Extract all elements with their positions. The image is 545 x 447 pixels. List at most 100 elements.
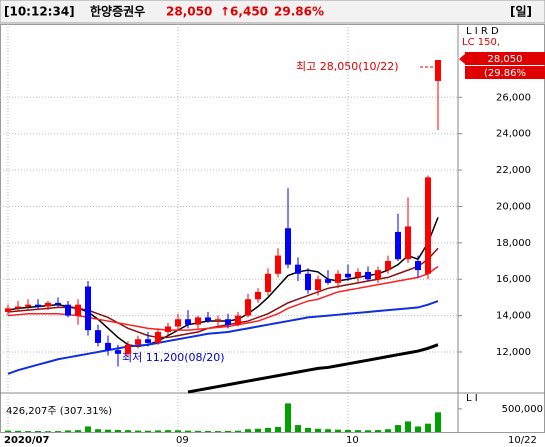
candle-body bbox=[335, 273, 341, 283]
y-tick-label: 14,000 bbox=[496, 311, 531, 322]
volume-bar bbox=[225, 430, 231, 432]
stock-name: 한양증권우 bbox=[90, 4, 145, 19]
volume-bar bbox=[145, 430, 151, 432]
candle-body bbox=[405, 226, 411, 260]
candle-body bbox=[205, 317, 211, 322]
volume-bar bbox=[275, 426, 281, 432]
high-annotation: 최고 28,050(10/22) bbox=[296, 60, 399, 73]
candle-body bbox=[125, 344, 131, 354]
ma-line bbox=[187, 343, 439, 394]
candle-body bbox=[145, 339, 151, 343]
candle-body bbox=[395, 231, 401, 260]
volume-bar bbox=[385, 429, 391, 432]
volume-bar bbox=[235, 430, 241, 432]
candle-body bbox=[365, 271, 371, 280]
candle-body bbox=[15, 306, 21, 309]
candle-body bbox=[45, 302, 51, 307]
volume-bar bbox=[15, 430, 21, 432]
candle-body bbox=[295, 264, 301, 274]
volume-bar bbox=[315, 428, 321, 432]
header-bar bbox=[0, 0, 545, 24]
volume-bar bbox=[435, 412, 441, 432]
volume-bar bbox=[5, 430, 11, 432]
candle-body bbox=[175, 319, 181, 327]
y-tick-label: 12,000 bbox=[496, 347, 531, 358]
candle-body bbox=[195, 317, 201, 325]
volume-bar bbox=[415, 426, 421, 432]
candle-body bbox=[355, 271, 361, 278]
volume-bar bbox=[65, 430, 71, 432]
volume-bar bbox=[105, 429, 111, 432]
volume-bar bbox=[355, 430, 361, 432]
volume-bar bbox=[185, 430, 191, 432]
frame bbox=[0, 24, 545, 433]
volume-bar bbox=[405, 421, 411, 432]
candle-body bbox=[5, 308, 11, 312]
ma-line bbox=[7, 300, 439, 375]
candle-body bbox=[185, 319, 191, 325]
volume-bar bbox=[255, 428, 261, 432]
volume-bar bbox=[215, 431, 221, 432]
volume-bar bbox=[345, 429, 351, 432]
x-tick-label: 10 bbox=[346, 435, 359, 446]
time: [10:12:34] bbox=[4, 5, 75, 19]
period[interactable]: [일] bbox=[510, 5, 532, 19]
low-annotation: 최저 11,200(08/20) bbox=[122, 351, 225, 364]
y-tick-label: 24,000 bbox=[496, 129, 531, 140]
volume-bar bbox=[165, 430, 171, 432]
volume-bar bbox=[285, 403, 291, 432]
volume-bar bbox=[125, 430, 131, 432]
candle-body bbox=[115, 350, 121, 354]
volume-bar bbox=[155, 430, 161, 432]
candle-body bbox=[55, 302, 61, 305]
volume-bar bbox=[205, 430, 211, 432]
volume-bar bbox=[365, 430, 371, 432]
candle-body bbox=[135, 339, 141, 345]
y-tick-label: 18,000 bbox=[496, 238, 531, 249]
candle-body bbox=[385, 261, 391, 271]
price-pointer bbox=[459, 54, 465, 64]
x-tick-label: 2020/07 bbox=[4, 435, 49, 446]
candle-body bbox=[435, 60, 441, 81]
candle-body bbox=[325, 279, 331, 283]
volume-bar bbox=[35, 430, 41, 432]
candle-body bbox=[245, 299, 251, 316]
x-tick-label: 09 bbox=[176, 435, 189, 446]
candle-body bbox=[95, 330, 101, 343]
candle-body bbox=[285, 228, 291, 265]
candle-body bbox=[225, 319, 231, 325]
candle-body bbox=[315, 279, 321, 291]
volume-bar bbox=[325, 429, 331, 432]
candle-body bbox=[255, 291, 261, 300]
candle-body bbox=[235, 315, 241, 325]
change: ↑6,450 bbox=[220, 5, 268, 19]
volume-bar bbox=[195, 430, 201, 432]
volume-bar bbox=[335, 429, 341, 432]
candle-body bbox=[25, 304, 31, 307]
volume-bar bbox=[135, 430, 141, 432]
axis-flags: L I R D bbox=[466, 26, 499, 37]
volume-bar bbox=[55, 431, 61, 432]
volume-bar bbox=[265, 427, 271, 432]
candle-body bbox=[75, 304, 81, 316]
volume-bar bbox=[25, 431, 31, 432]
end-date: 10/22 bbox=[508, 435, 537, 446]
volume-bar bbox=[305, 427, 311, 432]
volume-bar bbox=[45, 431, 51, 432]
y-tick-label: 20,000 bbox=[496, 201, 531, 212]
candle-body bbox=[415, 261, 421, 271]
candle-body bbox=[375, 270, 381, 280]
rate: 29.86% bbox=[274, 5, 324, 19]
volume-bar bbox=[115, 429, 121, 432]
candle-body bbox=[65, 304, 71, 316]
volume-bar bbox=[375, 430, 381, 432]
candle-body bbox=[305, 273, 311, 291]
ma-line bbox=[7, 265, 439, 331]
y-tick-label: 16,000 bbox=[496, 274, 531, 285]
rate-tag: (29.86% bbox=[484, 68, 526, 79]
volume-bar bbox=[75, 430, 81, 432]
volume-bar bbox=[175, 430, 181, 432]
volume-bar bbox=[245, 429, 251, 432]
